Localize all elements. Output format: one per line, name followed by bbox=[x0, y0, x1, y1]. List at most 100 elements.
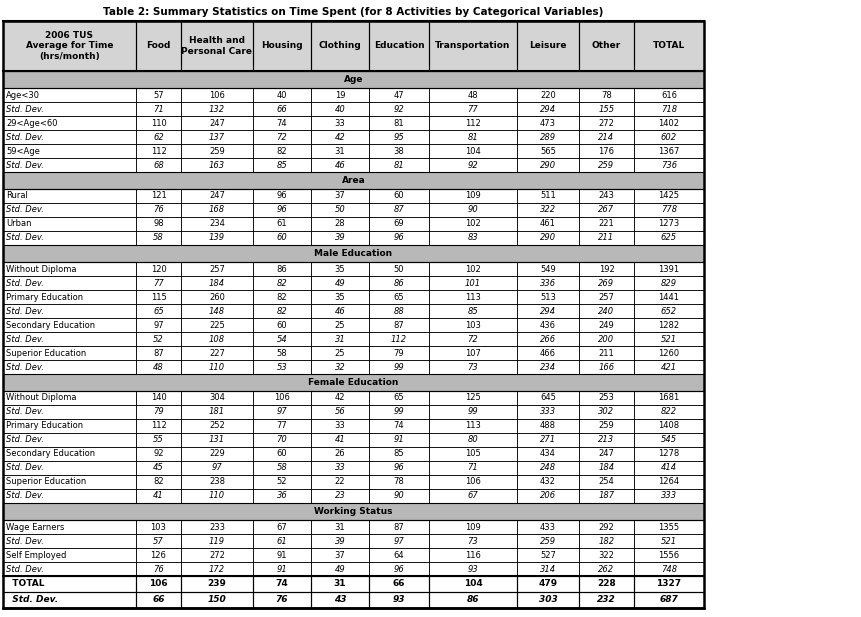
Bar bbox=[429, 21, 517, 71]
Text: 79: 79 bbox=[153, 407, 164, 416]
Bar bbox=[579, 520, 633, 534]
Text: 49: 49 bbox=[334, 565, 345, 573]
Bar bbox=[253, 290, 311, 304]
Text: 172: 172 bbox=[208, 565, 225, 573]
Bar bbox=[633, 475, 703, 489]
Text: 238: 238 bbox=[208, 478, 225, 486]
Bar bbox=[3, 130, 136, 144]
Text: 1681: 1681 bbox=[658, 394, 678, 402]
Bar bbox=[136, 548, 181, 562]
Text: 82: 82 bbox=[276, 292, 287, 302]
Text: 113: 113 bbox=[465, 421, 480, 431]
Text: 2006 TUS
Average for Time
(hrs/month): 2006 TUS Average for Time (hrs/month) bbox=[26, 31, 113, 61]
Text: 200: 200 bbox=[598, 334, 614, 344]
Bar bbox=[136, 116, 181, 130]
Bar bbox=[136, 332, 181, 346]
Bar bbox=[136, 346, 181, 360]
Bar bbox=[253, 592, 311, 608]
Bar bbox=[517, 189, 579, 203]
Bar bbox=[311, 318, 369, 332]
Bar bbox=[369, 548, 429, 562]
Text: 233: 233 bbox=[208, 523, 225, 531]
Text: 488: 488 bbox=[539, 421, 555, 431]
Bar bbox=[136, 102, 181, 116]
Bar bbox=[633, 346, 703, 360]
Text: 254: 254 bbox=[598, 478, 614, 486]
Text: 112: 112 bbox=[151, 146, 166, 155]
Text: 96: 96 bbox=[393, 565, 404, 573]
Bar bbox=[429, 102, 517, 116]
Bar bbox=[311, 489, 369, 503]
Bar bbox=[311, 562, 369, 576]
Text: 92: 92 bbox=[153, 450, 164, 458]
Bar bbox=[3, 231, 136, 245]
Bar bbox=[3, 592, 136, 608]
Bar bbox=[3, 391, 136, 405]
Bar bbox=[369, 391, 429, 405]
Bar bbox=[253, 405, 311, 419]
Bar bbox=[579, 144, 633, 158]
Bar bbox=[253, 318, 311, 332]
Text: 37: 37 bbox=[334, 191, 345, 201]
Bar bbox=[311, 592, 369, 608]
Bar bbox=[517, 447, 579, 461]
Text: 187: 187 bbox=[598, 492, 614, 500]
Text: 115: 115 bbox=[151, 292, 166, 302]
Text: 102: 102 bbox=[465, 220, 480, 228]
Text: 262: 262 bbox=[598, 565, 614, 573]
Bar bbox=[311, 88, 369, 102]
Bar bbox=[633, 520, 703, 534]
Text: 116: 116 bbox=[465, 550, 480, 560]
Bar bbox=[3, 144, 136, 158]
Bar bbox=[429, 576, 517, 592]
Text: 272: 272 bbox=[598, 118, 614, 128]
Bar bbox=[633, 276, 703, 290]
Bar bbox=[517, 405, 579, 419]
Bar bbox=[136, 144, 181, 158]
Bar bbox=[3, 503, 703, 520]
Text: 37: 37 bbox=[334, 550, 345, 560]
Text: 97: 97 bbox=[212, 463, 222, 473]
Bar bbox=[369, 276, 429, 290]
Bar bbox=[517, 562, 579, 576]
Bar bbox=[311, 262, 369, 276]
Text: 60: 60 bbox=[276, 233, 287, 242]
Bar bbox=[579, 475, 633, 489]
Text: 272: 272 bbox=[209, 550, 225, 560]
Bar bbox=[181, 203, 253, 217]
Bar bbox=[517, 419, 579, 433]
Bar bbox=[136, 405, 181, 419]
Text: 79: 79 bbox=[393, 349, 404, 357]
Text: 80: 80 bbox=[467, 436, 478, 444]
Bar bbox=[311, 520, 369, 534]
Text: 108: 108 bbox=[208, 334, 225, 344]
Text: TOTAL: TOTAL bbox=[652, 41, 684, 51]
Bar bbox=[3, 304, 136, 318]
Text: 71: 71 bbox=[467, 463, 478, 473]
Bar bbox=[181, 88, 253, 102]
Bar bbox=[633, 318, 703, 332]
Bar bbox=[3, 360, 136, 374]
Bar bbox=[253, 88, 311, 102]
Text: 333: 333 bbox=[660, 492, 676, 500]
Bar bbox=[633, 21, 703, 71]
Bar bbox=[181, 304, 253, 318]
Text: 85: 85 bbox=[467, 307, 478, 315]
Bar bbox=[3, 116, 136, 130]
Text: 1327: 1327 bbox=[656, 579, 681, 589]
Bar bbox=[3, 548, 136, 562]
Bar bbox=[579, 116, 633, 130]
Text: 46: 46 bbox=[334, 307, 345, 315]
Bar bbox=[253, 102, 311, 116]
Text: 22: 22 bbox=[334, 478, 345, 486]
Text: 521: 521 bbox=[660, 537, 676, 545]
Text: 90: 90 bbox=[467, 205, 478, 215]
Bar bbox=[311, 391, 369, 405]
Text: 39: 39 bbox=[334, 537, 345, 545]
Text: 41: 41 bbox=[334, 436, 345, 444]
Text: 64: 64 bbox=[393, 550, 404, 560]
Text: 68: 68 bbox=[153, 160, 164, 170]
Bar bbox=[136, 88, 181, 102]
Bar bbox=[579, 461, 633, 475]
Text: 40: 40 bbox=[334, 104, 345, 114]
